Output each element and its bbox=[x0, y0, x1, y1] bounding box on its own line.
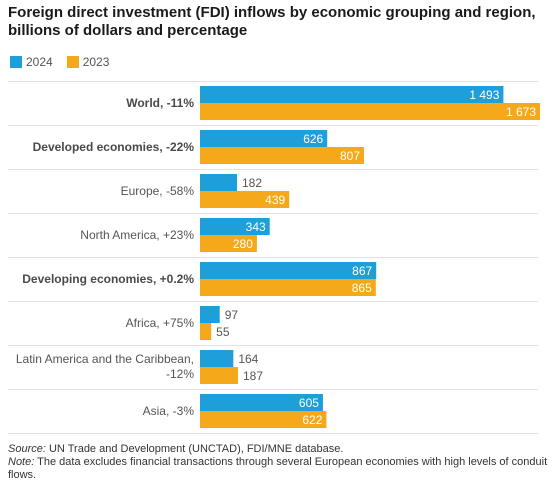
source-text: UN Trade and Development (UNCTAD), FDI/M… bbox=[45, 443, 344, 455]
data-label-2024: 182 bbox=[242, 176, 262, 190]
legend-item-2024: 2024 bbox=[10, 55, 53, 69]
data-label-2023: 55 bbox=[216, 325, 230, 339]
source-line: Source: UN Trade and Development (UNCTAD… bbox=[8, 443, 548, 456]
legend-label-2024: 2024 bbox=[26, 55, 53, 69]
bar-2023 bbox=[200, 191, 290, 208]
bar-2023 bbox=[200, 411, 327, 428]
legend-item-2023: 2023 bbox=[66, 55, 110, 69]
legend-swatch-2024 bbox=[10, 56, 22, 68]
note-line: Note: The data excludes financial transa… bbox=[8, 456, 548, 482]
category-label-line: -12% bbox=[166, 367, 194, 381]
row-divider bbox=[8, 389, 538, 390]
bar-2024 bbox=[200, 130, 328, 147]
chart-legend: 2024 2023 bbox=[10, 55, 109, 69]
data-label-2024: 164 bbox=[238, 352, 258, 366]
category-label: Europe, -58% bbox=[121, 184, 195, 198]
data-label-2023: 807 bbox=[340, 149, 360, 163]
data-label-2023: 439 bbox=[265, 193, 285, 207]
bar-2023 bbox=[200, 279, 376, 296]
data-label-2023: 622 bbox=[302, 413, 322, 427]
row-divider bbox=[8, 125, 538, 126]
row-divider bbox=[8, 169, 538, 170]
bar-2024 bbox=[200, 218, 270, 235]
category-label: World, -11% bbox=[126, 96, 194, 110]
data-label-2024: 1 493 bbox=[469, 88, 499, 102]
data-label-2024: 605 bbox=[299, 396, 319, 410]
category-label: Asia, -3% bbox=[143, 404, 195, 418]
data-label-2024: 97 bbox=[225, 308, 239, 322]
bar-2024 bbox=[200, 262, 377, 279]
bar-2024 bbox=[200, 174, 237, 191]
note-text: The data excludes financial transactions… bbox=[8, 456, 548, 481]
bar-2023 bbox=[200, 323, 212, 340]
category-label: Developing economies, +0.2% bbox=[22, 272, 194, 286]
note-label: Note: bbox=[8, 456, 35, 468]
data-label-2023: 187 bbox=[243, 369, 263, 383]
category-label: Latin America and the Caribbean, -12% bbox=[16, 352, 194, 381]
row-divider bbox=[8, 213, 538, 214]
bar-2024 bbox=[200, 86, 504, 103]
category-label: Developed economies, -22% bbox=[33, 140, 195, 154]
chart-title: Foreign direct investment (FDI) inflows … bbox=[8, 4, 536, 39]
bar-2023 bbox=[200, 235, 257, 252]
row-divider bbox=[8, 345, 538, 346]
legend-label-2023: 2023 bbox=[82, 55, 110, 69]
category-label: Africa, +75% bbox=[126, 316, 195, 330]
category-label: North America, +23% bbox=[80, 228, 194, 242]
row-divider bbox=[8, 81, 538, 82]
chart-footer: Source: UN Trade and Development (UNCTAD… bbox=[8, 443, 548, 482]
data-label-2024: 626 bbox=[303, 132, 323, 146]
bar-2024 bbox=[200, 306, 220, 323]
bar-2023 bbox=[200, 103, 540, 120]
category-label-line: Latin America and the Caribbean, bbox=[16, 352, 194, 366]
data-label-2024: 867 bbox=[352, 264, 372, 278]
bar-2023 bbox=[200, 367, 239, 384]
bar-2024 bbox=[200, 394, 323, 411]
data-label-2024: 343 bbox=[246, 220, 266, 234]
data-label-2023: 280 bbox=[233, 237, 253, 251]
source-label: Source: bbox=[8, 443, 46, 455]
row-divider bbox=[8, 433, 538, 434]
data-label-2023: 1 673 bbox=[506, 105, 536, 119]
data-label-2023: 865 bbox=[352, 281, 372, 295]
bar-2023 bbox=[200, 147, 365, 164]
bar-2024 bbox=[200, 350, 234, 367]
row-divider bbox=[8, 257, 538, 258]
legend-swatch-2023 bbox=[66, 56, 79, 68]
row-divider bbox=[8, 301, 538, 302]
